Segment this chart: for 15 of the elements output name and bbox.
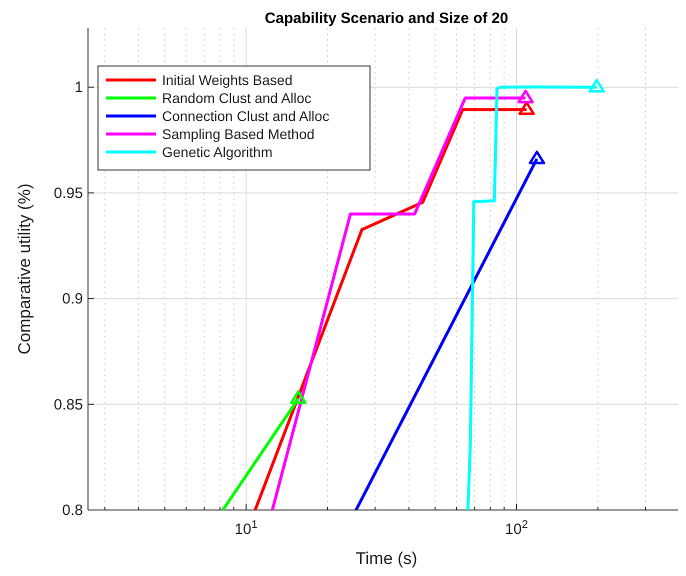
legend-label: Initial Weights Based (162, 72, 292, 88)
legend-label: Random Clust and Alloc (162, 90, 312, 106)
y-axis-title: Comparative utility (%) (15, 184, 34, 354)
y-tick-label: 0.9 (62, 290, 83, 308)
y-tick-label: 0.95 (54, 184, 83, 202)
legend-label: Genetic Algorithm (162, 144, 272, 160)
x-axis-title: Time (s) (356, 549, 418, 568)
y-tick-label: 1 (74, 79, 83, 96)
chart-title: Capability Scenario and Size of 20 (264, 10, 508, 27)
x-tick-label: 10$^{2}$ (505, 519, 528, 538)
y-tick-label: 0.85 (54, 396, 83, 414)
legend-label: Connection Clust and Alloc (162, 108, 330, 124)
y-tick-label: 0.8 (62, 502, 83, 519)
legend-label: Sampling Based Method (162, 126, 315, 142)
x-tick-label: 10$^{1}$ (234, 519, 258, 538)
